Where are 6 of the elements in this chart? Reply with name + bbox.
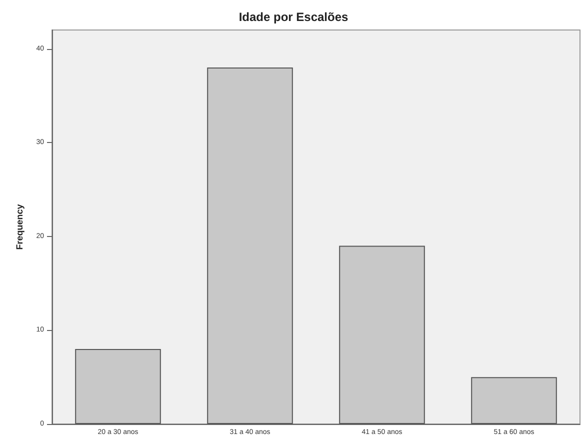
bar (207, 68, 293, 424)
bar (75, 348, 161, 424)
bar (471, 377, 557, 424)
y-axis-title: Frequency (14, 204, 24, 250)
chart-title: Idade por Escalões (238, 10, 349, 24)
bar (339, 246, 425, 424)
